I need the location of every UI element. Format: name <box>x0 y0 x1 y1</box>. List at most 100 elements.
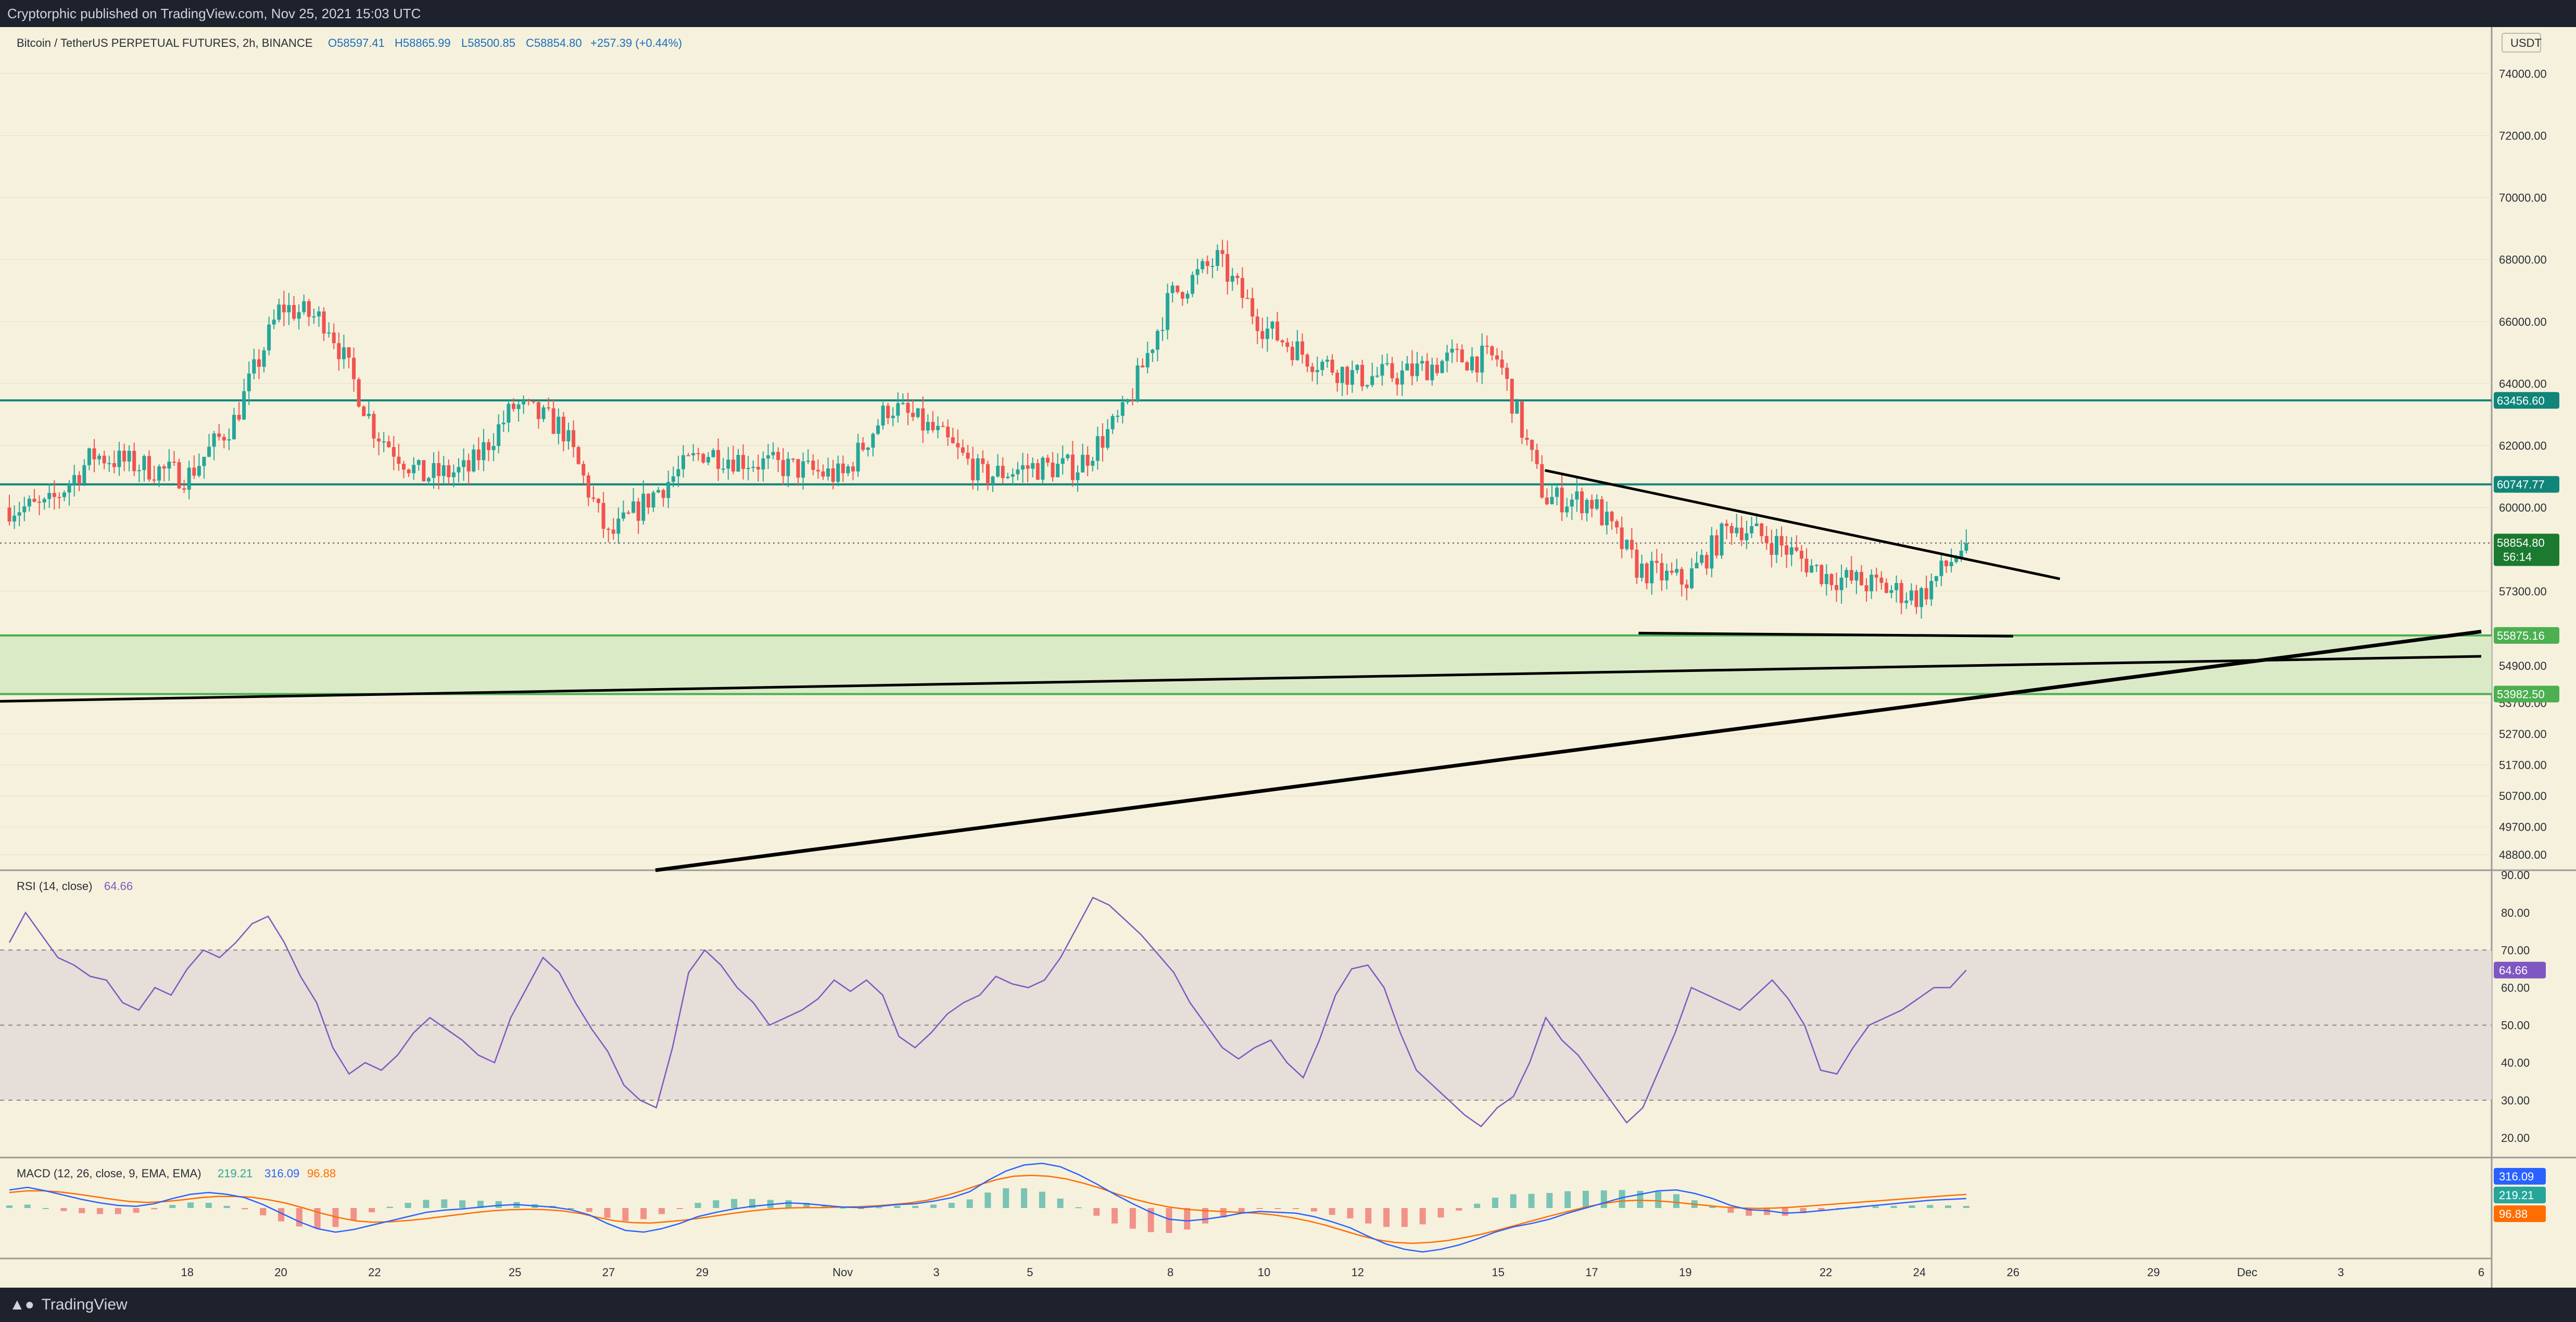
macd-histogram-bar <box>296 1208 302 1227</box>
macd-histogram-bar <box>1673 1194 1680 1208</box>
candle-body <box>102 455 106 464</box>
trading-chart[interactable]: 74000.00 72000.00 70000.00 68000.00 66000.00… <box>0 27 2576 1288</box>
candle-body <box>1375 375 1379 377</box>
level-price-tag-label: 63456.60 <box>2497 394 2545 407</box>
time-tick-label: 29 <box>696 1266 709 1279</box>
candle-body <box>1785 545 1789 555</box>
price-tick-label: 68000.00 <box>2499 253 2547 266</box>
candle-body <box>282 304 286 313</box>
candle-body <box>192 467 196 476</box>
macd-histogram-bar <box>1274 1208 1281 1209</box>
price-tick-label: 49700.00 <box>2499 821 2547 834</box>
macd-histogram-bar <box>115 1208 121 1214</box>
candle-body <box>696 453 700 454</box>
macd-histogram-bar <box>1057 1198 1064 1208</box>
macd-histogram-bar <box>1365 1208 1372 1224</box>
macd-histogram-bar <box>133 1208 140 1213</box>
candle-body <box>1565 506 1569 513</box>
time-tick-label: 26 <box>2007 1266 2019 1279</box>
candle-body <box>1141 365 1145 367</box>
candle-body <box>986 464 990 484</box>
price-axis[interactable]: 74000.00 72000.00 70000.00 68000.00 66000.00… <box>2494 67 2559 861</box>
macd-histogram-bar <box>1528 1193 1535 1208</box>
candle-body <box>831 468 835 482</box>
candle-body <box>1480 346 1484 373</box>
price-tick-label: 48800.00 <box>2499 848 2547 861</box>
candle-body <box>1535 450 1539 464</box>
candle-body <box>1295 341 1299 360</box>
candle-body <box>1944 561 1948 566</box>
candle-body <box>522 400 526 405</box>
candle-body <box>212 433 216 447</box>
candle-body <box>811 461 815 470</box>
candle-body <box>1750 526 1754 533</box>
candle-body <box>1859 571 1863 586</box>
candle-body <box>861 442 865 450</box>
candle-body <box>806 461 810 462</box>
candle-body <box>607 529 611 530</box>
candle-body <box>1270 321 1274 329</box>
candle-body <box>422 460 426 481</box>
candle-body <box>1370 376 1374 385</box>
candle-body <box>72 475 77 485</box>
macd-histogram-bar <box>567 1208 574 1209</box>
candle-body <box>1091 461 1095 466</box>
candle-body <box>1110 416 1115 429</box>
candle-body <box>1495 355 1499 360</box>
macd-histogram-bar <box>912 1205 919 1208</box>
time-tick-label: 22 <box>1820 1266 1832 1279</box>
candle-body <box>1864 585 1868 592</box>
macd-histogram-bar <box>676 1208 683 1209</box>
candle-body <box>1450 349 1454 353</box>
candle-body <box>1710 535 1714 569</box>
candle-body <box>1400 370 1404 385</box>
candle-body <box>1640 563 1644 578</box>
macd-histogram-bar <box>1510 1194 1517 1208</box>
candle-body <box>1814 565 1819 566</box>
candle-body <box>457 467 461 473</box>
footer-brand[interactable]: TradingView <box>41 1296 128 1313</box>
candle-body <box>162 466 166 469</box>
price-tick-label: 50700.00 <box>2499 790 2547 803</box>
candle-body <box>1251 298 1255 317</box>
candle-body <box>476 449 481 461</box>
candle-body <box>641 493 646 521</box>
macd-histogram-bar <box>97 1208 104 1214</box>
time-tick-label: 27 <box>602 1266 615 1279</box>
candle-body <box>47 493 52 499</box>
macd-histogram-bar <box>1872 1206 1879 1208</box>
candle-body <box>1520 401 1524 438</box>
macd-histogram-bar <box>1890 1205 1897 1208</box>
candle-body <box>32 499 36 502</box>
macd-histogram-bar <box>658 1208 665 1214</box>
candle-body <box>1490 346 1494 355</box>
level-price-tag <box>2494 392 2559 409</box>
candle-body <box>167 461 171 469</box>
trendlines[interactable] <box>0 469 2482 872</box>
candle-body <box>1630 540 1634 550</box>
candle-body <box>1176 285 1180 293</box>
candle-body <box>12 515 17 522</box>
currency-box[interactable] <box>2502 33 2541 53</box>
candle-body <box>347 347 351 358</box>
tradingview-logo-icon[interactable]: ▲● <box>9 1296 34 1313</box>
macd-histogram-bar <box>948 1203 955 1208</box>
candle-body <box>636 501 640 521</box>
candle-body <box>157 466 161 481</box>
candle-body <box>676 469 680 477</box>
candle-body <box>416 460 421 465</box>
candle-body <box>1964 543 1968 551</box>
time-axis[interactable]: 18 20 22 25 27 29 Nov 3 5 8 10 12 15 17 19 22 24 26 29 Dec 3… <box>181 1266 2484 1279</box>
ohlc-change: +257.39 (+0.44%) <box>590 36 682 49</box>
price-tick-label: 66000.00 <box>2499 315 2547 328</box>
candle-body <box>1455 349 1459 350</box>
ohlc-close: C58854.80 <box>526 36 582 49</box>
candle-body <box>137 470 141 472</box>
candle-body <box>217 433 221 437</box>
candle-body <box>1795 547 1799 551</box>
macd-histogram-bar <box>405 1203 411 1208</box>
candle-body <box>926 422 930 431</box>
candle-body <box>971 459 975 480</box>
macd-histogram-bar <box>1546 1193 1553 1208</box>
candle-body <box>1475 357 1479 373</box>
